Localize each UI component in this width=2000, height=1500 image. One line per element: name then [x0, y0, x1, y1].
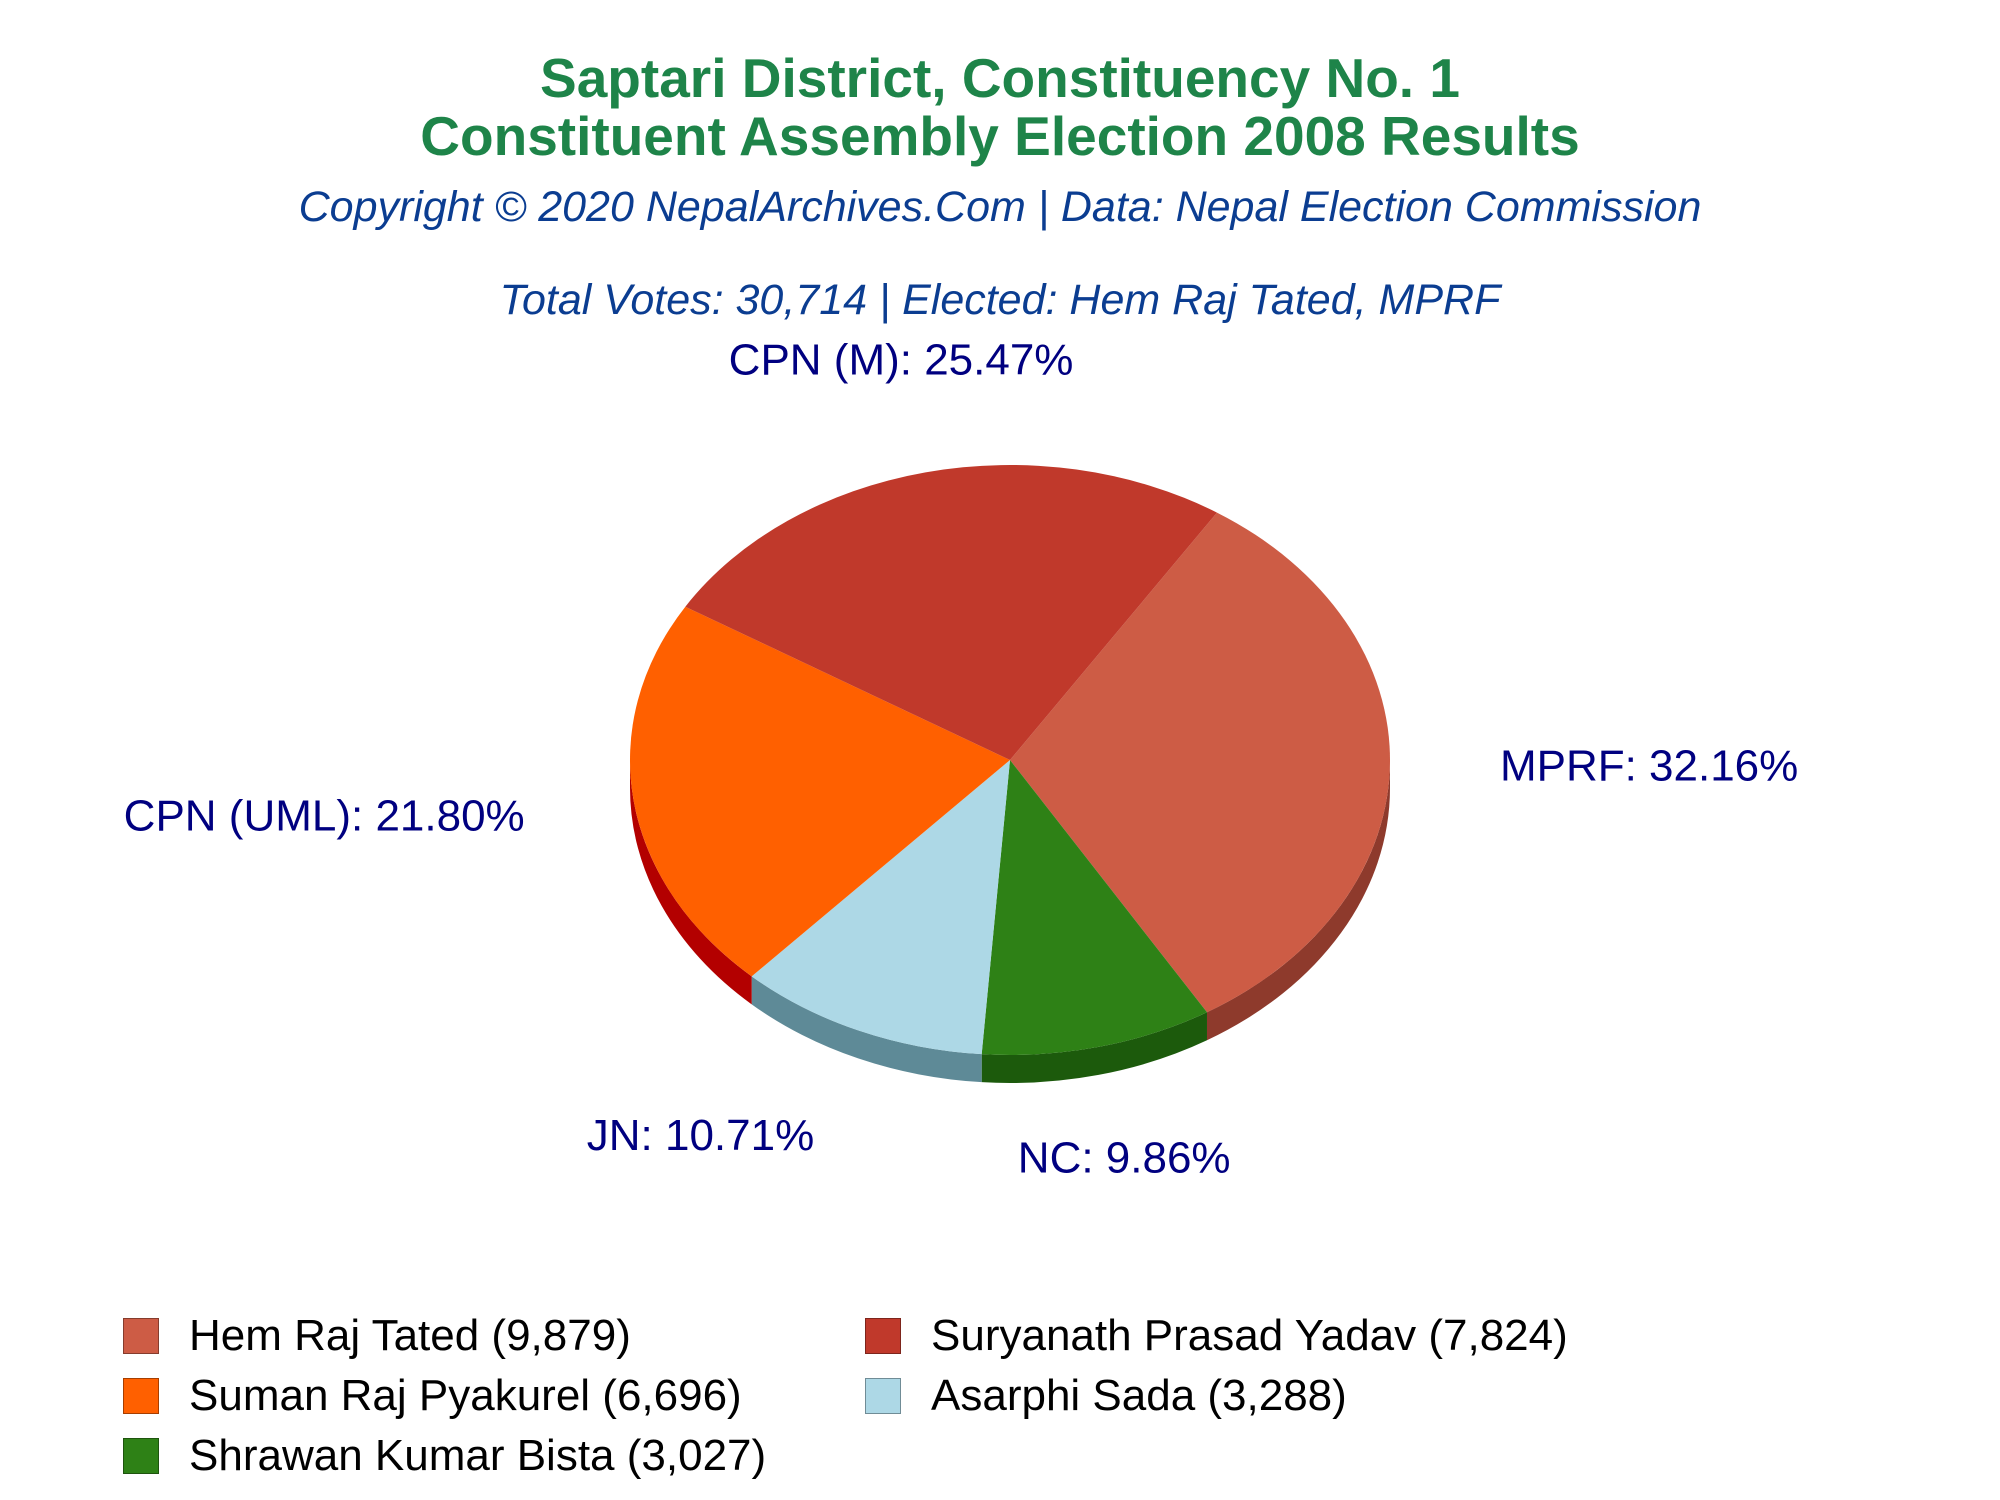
pie-side-mprf: [1206, 760, 1390, 1041]
slice-label-jn: JN: 10.71%: [587, 1111, 814, 1160]
legend-label: Suryanath Prasad Yadav (7,824): [931, 1311, 1568, 1360]
pie-slice-nc: [981, 760, 1207, 1055]
legend-label: Suman Raj Pyakurel (6,696): [189, 1371, 742, 1420]
legend-item-cpn-uml: Suman Raj Pyakurel (6,696): [123, 1368, 742, 1424]
slice-label-nc: NC: 9.86%: [1018, 1134, 1231, 1183]
legend-item-cpn-m: Suryanath Prasad Yadav (7,824): [865, 1308, 1568, 1364]
legend-swatch: [123, 1438, 159, 1474]
pie-slice-mprf: [1010, 512, 1391, 1013]
pie-side-cpn-uml: [630, 760, 752, 1005]
chart-title-line-2: Constituent Assembly Election 2008 Resul…: [420, 105, 1580, 167]
pie-side-nc: [981, 1012, 1207, 1083]
legend-item-jn: Asarphi Sada (3,288): [865, 1368, 1347, 1424]
slice-label-cpn-m: CPN (M): 25.47%: [729, 335, 1074, 384]
legend-label: Asarphi Sada (3,288): [931, 1371, 1347, 1420]
pie-side-jn: [751, 976, 982, 1083]
legend-label: Shrawan Kumar Bista (3,027): [189, 1431, 767, 1480]
slice-label-mprf: MPRF: 32.16%: [1500, 741, 1798, 790]
pie-slice-cpn-m: [685, 464, 1217, 760]
pie-chart: MPRF: 32.16% NC: 9.86% JN: 10.71% CPN (UML)…: [124, 335, 1799, 1183]
copyright-line: Copyright © 2020 NepalArchives.Com | Dat…: [298, 183, 1702, 231]
legend-swatch: [123, 1378, 159, 1414]
legend-label: Hem Raj Tated (9,879): [189, 1311, 631, 1360]
legend-item-nc: Shrawan Kumar Bista (3,027): [123, 1428, 766, 1484]
slice-label-cpn-uml: CPN (UML): 21.80%: [124, 792, 525, 841]
chart-title-line-1: Saptari District, Constituency No. 1: [540, 47, 1460, 109]
pie-slice-jn: [751, 760, 1010, 1055]
legend-swatch: [123, 1318, 159, 1354]
legend-swatch: [865, 1378, 901, 1414]
legend-item-mprf: Hem Raj Tated (9,879): [123, 1308, 631, 1364]
legend-swatch: [865, 1318, 901, 1354]
summary-line: Total Votes: 30,714 | Elected: Hem Raj T…: [499, 276, 1501, 324]
pie-slice-cpn-uml: [630, 606, 1010, 977]
